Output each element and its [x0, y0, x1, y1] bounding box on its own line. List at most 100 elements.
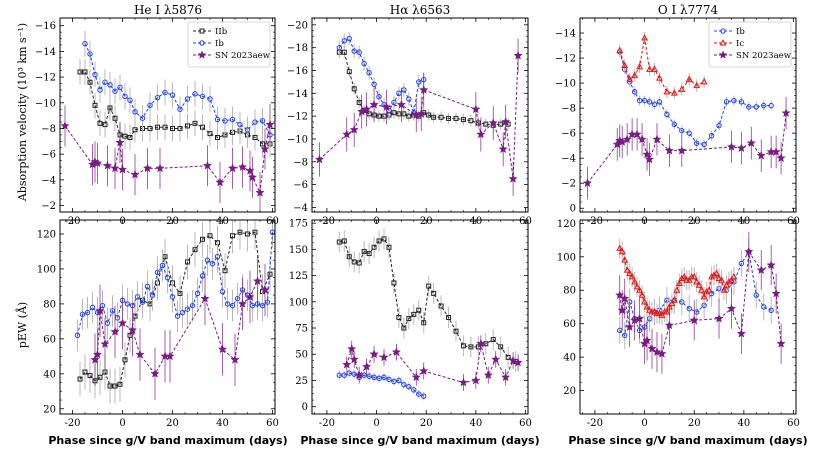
y-axis: −20−18−16−14−12−10−8−6−4 — [287, 20, 528, 214]
y-tick-label: 150 — [289, 245, 308, 256]
y-tick-label: 100 — [37, 264, 56, 275]
panel-he-pew: -20 0 20 40 6020406080100120 — [37, 215, 279, 429]
data-points — [617, 35, 707, 95]
legend-label: SN 2023aew — [736, 51, 792, 61]
y-tick-label: 125 — [289, 271, 308, 282]
y-tick-label: −4 — [561, 154, 576, 165]
legend-label: Ib — [736, 27, 745, 37]
y-tick-label: 75 — [295, 324, 308, 335]
x-tick-label: 0 — [641, 418, 647, 429]
series-sn-2023aew — [583, 97, 790, 200]
x-tick-label: -20 — [64, 418, 80, 429]
plot-area — [315, 32, 522, 196]
y-tick-label: 20 — [43, 404, 56, 415]
x-tick-label: -20 — [319, 418, 335, 429]
y-tick-label: −10 — [555, 79, 576, 90]
y-tick-label: −8 — [561, 104, 576, 115]
y-tick-label: 175 — [289, 219, 308, 230]
y-tick-label: −4 — [293, 203, 308, 214]
series-sn-2023aew — [343, 335, 522, 391]
plot-area — [616, 232, 785, 374]
y-tick-label: −12 — [35, 73, 56, 84]
x-tick-label: 40 — [737, 418, 750, 429]
data-points — [315, 51, 522, 182]
legend-label: Ic — [736, 39, 744, 49]
x-tick-label: 20 — [420, 418, 433, 429]
error-bars — [620, 238, 734, 325]
legend-label: Ib — [215, 39, 224, 49]
error-bars — [65, 104, 270, 213]
y-tick-label: 0 — [570, 204, 576, 215]
series-ic — [617, 32, 707, 100]
y-tick-label: −12 — [555, 54, 576, 65]
y-tick-label: 120 — [37, 229, 56, 240]
plot-area — [75, 215, 274, 404]
y-tick-label: −14 — [287, 89, 308, 100]
y-tick-label: −10 — [35, 98, 56, 109]
error-bars — [347, 335, 518, 391]
y-tick-label: −8 — [41, 124, 56, 135]
y-label-pew: pEW (Å) — [15, 302, 29, 348]
y-tick-label: 80 — [563, 286, 576, 297]
data-points — [337, 371, 426, 398]
y-tick-label: −16 — [287, 66, 308, 77]
x-tick-label: 0 — [119, 418, 125, 429]
x-tick-label: 60 — [266, 418, 279, 429]
y-tick-label: −10 — [287, 134, 308, 145]
y-tick-label: −8 — [293, 157, 308, 168]
y-tick-label: 20 — [563, 386, 576, 397]
series-line — [620, 38, 704, 93]
y-tick-label: 120 — [557, 219, 576, 230]
legend-label: IIb — [215, 27, 228, 37]
y-tick-label: −6 — [41, 150, 56, 161]
x-tick-label: 20 — [166, 418, 179, 429]
x-tick-label: 0 — [373, 418, 379, 429]
data-points — [583, 109, 790, 187]
legend-label: SN 2023aew — [215, 51, 271, 61]
panel-ha-vel: -200204060−20−18−16−14−12−10−8−6−4 — [287, 18, 532, 227]
series-line — [65, 125, 270, 193]
series-iib — [78, 59, 272, 157]
error-bars — [620, 232, 781, 374]
series-sn-2023aew — [616, 232, 785, 374]
data-points — [616, 248, 785, 358]
y-tick-label: −6 — [293, 180, 308, 191]
y-axis: 20 40 60 80 100 120 — [557, 219, 796, 397]
y-tick-label: 0 — [302, 402, 308, 413]
x-tick-label: -20 — [587, 418, 603, 429]
panel-he-vel: -200204060−16−14−12−10−8−6−4−2IIbIbSN 20… — [35, 18, 279, 227]
series-line — [620, 252, 781, 354]
y-tick-label: 100 — [289, 297, 308, 308]
y-tick-label: −2 — [561, 179, 576, 190]
title-oi: O I λ7774 — [658, 3, 719, 17]
legend: Ib Ic SN 2023aew — [709, 22, 792, 67]
panel-o-vel: -200204060−14−12−10−8−6−4−20IbIcSN 2023a… — [555, 18, 800, 227]
x-label-he: Phase since g/V band maximum (days) — [48, 434, 287, 447]
x-tick-label: 60 — [787, 418, 800, 429]
panel-o-pew: -20 0 20 40 6020406080100120 — [557, 219, 800, 429]
y-label-velocity: Absorption velocity (10³ km s⁻¹) — [16, 23, 29, 202]
y-tick-label: 60 — [43, 334, 56, 345]
plot-area — [337, 228, 522, 400]
series-iib — [337, 228, 517, 372]
y-tick-label: 40 — [43, 369, 56, 380]
x-label-ha: Phase since g/V band maximum (days) — [300, 434, 539, 447]
x-axis: -200204060 — [582, 220, 799, 429]
x-tick-label: 40 — [216, 418, 229, 429]
y-axis: 20 40 60 80 100 120 — [37, 229, 275, 415]
error-bars — [587, 97, 786, 200]
y-tick-label: 40 — [563, 353, 576, 364]
panel-ha-pew: -20 0 20 40 600255075100125150175 — [289, 219, 532, 429]
series-sn-2023aew — [61, 104, 274, 213]
y-tick-label: 25 — [295, 376, 308, 387]
data-points — [343, 340, 522, 386]
x-axis: -20 0 20 40 60 — [60, 220, 279, 429]
series-ib — [337, 369, 426, 400]
legend: IIb Ib SN 2023aew — [188, 22, 271, 67]
title-he: He I λ5876 — [134, 3, 202, 17]
y-tick-label: −12 — [287, 112, 308, 123]
y-tick-label: −20 — [287, 20, 308, 31]
y-tick-label: −2 — [41, 201, 56, 212]
x-tick-label: 40 — [469, 418, 482, 429]
